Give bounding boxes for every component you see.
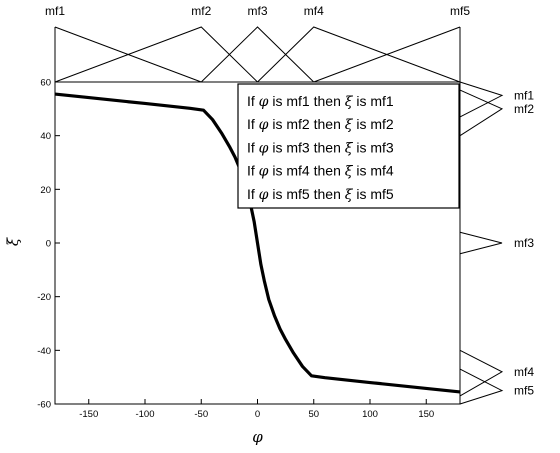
output-mf-mf5: [459, 368, 504, 405]
plot-area: -150 -100 -50 0 50 100 150 -60 -40 -20 0 20 40 60: [37, 78, 461, 420]
y-axis-label: ξ: [4, 237, 22, 246]
output-mf-mf4: [459, 349, 504, 397]
x-tick-label: -150: [79, 409, 98, 420]
input-mf-mf3: [200, 26, 315, 83]
y-tick-label: 60: [40, 78, 51, 89]
input-mf-label: mf3: [247, 4, 267, 18]
rule-2: If φ is mf2 then ξ is mf2: [247, 116, 394, 133]
x-tick-label: 50: [308, 409, 319, 420]
x-tick-label: -100: [135, 409, 154, 420]
input-membership-panel: mf1 mf2 mf3 mf4 mf5: [45, 4, 470, 83]
x-tick-label: 100: [362, 409, 378, 420]
input-mf-mf5: [313, 26, 461, 83]
input-mf-label: mf4: [304, 4, 324, 18]
control-surface-line: [54, 92, 461, 394]
rule-3: If φ is mf3 then ξ is mf3: [247, 139, 394, 156]
input-mf-label: mf5: [450, 4, 470, 18]
y-axis-ticks: -60 -40 -20 0 20 40 60: [37, 78, 60, 411]
output-mf-label: mf2: [514, 102, 534, 116]
output-mf-label: mf1: [514, 88, 534, 102]
rules-legend: If φ is mf1 then ξ is mf1 If φ is mf2 the…: [237, 83, 460, 209]
x-tick-label: -50: [194, 409, 208, 420]
output-mf-mf3: [459, 231, 503, 255]
y-tick-label: 0: [46, 239, 51, 250]
output-mf-mf2: [459, 89, 504, 137]
input-mf-label: mf1: [45, 4, 65, 18]
input-mf-mf2: [54, 26, 258, 83]
input-mf-label: mf2: [191, 4, 211, 18]
output-mf-label: mf3: [514, 236, 534, 250]
y-tick-label: -60: [37, 400, 51, 411]
rule-1: If φ is mf1 then ξ is mf1: [247, 93, 394, 110]
rule-5: If φ is mf5 then ξ is mf5: [247, 186, 394, 203]
output-mf-label: mf4: [514, 365, 534, 379]
y-tick-label: 20: [40, 185, 51, 196]
rule-4: If φ is mf4 then ξ is mf4: [247, 163, 394, 180]
y-tick-label: -40: [37, 346, 51, 357]
y-tick-label: -20: [37, 292, 51, 303]
x-tick-label: 0: [255, 409, 260, 420]
output-mf-label: mf5: [514, 384, 534, 398]
rules-legend-box: [237, 83, 460, 209]
y-tick-label: 40: [40, 131, 51, 142]
x-axis-ticks: -150 -100 -50 0 50 100 150: [79, 399, 434, 420]
output-mf-mf1: [459, 81, 504, 118]
input-mf-mf4: [257, 26, 461, 83]
x-tick-label: 150: [418, 409, 434, 420]
x-axis-label: φ: [252, 428, 263, 446]
